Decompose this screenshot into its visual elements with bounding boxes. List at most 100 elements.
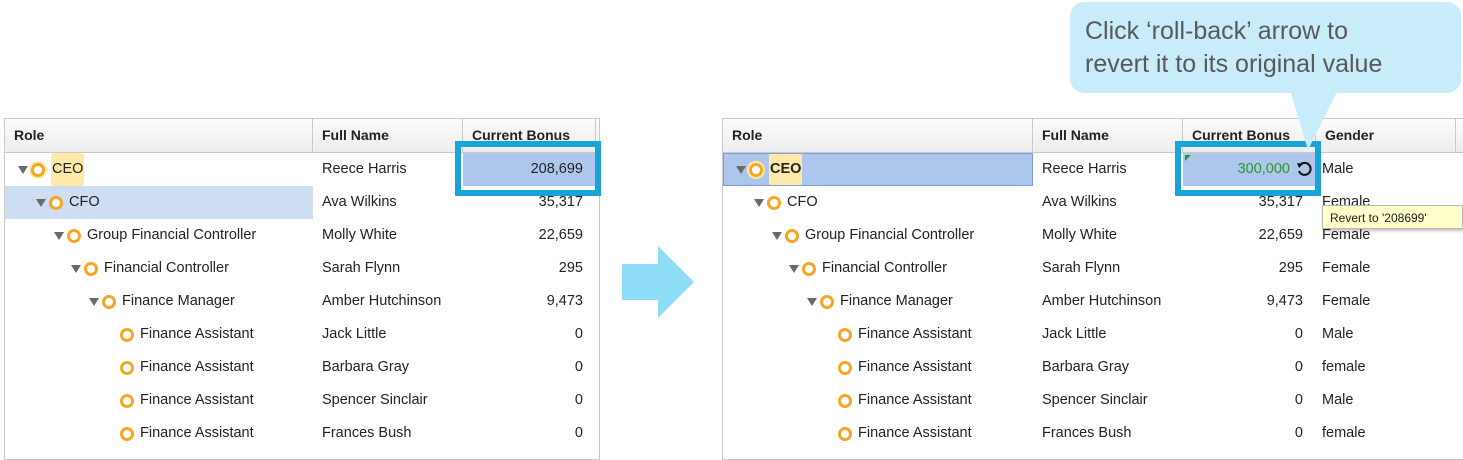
table-row[interactable]: Group Financial Controller Molly White 2…: [5, 219, 599, 252]
current-bonus-cell-edited[interactable]: 300,000: [1183, 153, 1316, 186]
current-bonus-cell[interactable]: 9,473: [1266, 293, 1303, 309]
expand-triangle-icon[interactable]: [807, 297, 817, 306]
table-row[interactable]: CEO Reece Harris 208,699: [5, 153, 599, 186]
table-row[interactable]: Finance Assistant Spencer Sinclair 0 Mal…: [723, 384, 1463, 417]
expand-triangle-icon[interactable]: [736, 165, 746, 174]
column-header-role[interactable]: Role: [5, 119, 313, 152]
gender-cell[interactable]: Female: [1322, 293, 1371, 309]
role-cell[interactable]: CFO: [5, 186, 313, 219]
full-name-cell[interactable]: Ava Wilkins: [322, 194, 397, 210]
full-name-cell[interactable]: Barbara Gray: [322, 359, 410, 375]
current-bonus-cell[interactable]: 0: [574, 326, 583, 342]
expand-triangle-icon[interactable]: [772, 231, 782, 240]
role-label: Finance Assistant: [858, 326, 972, 342]
current-bonus-cell[interactable]: 0: [1294, 392, 1303, 408]
current-bonus-cell[interactable]: 0: [1294, 326, 1303, 342]
role-cell[interactable]: Finance Assistant: [5, 318, 313, 351]
roll-back-arrow-icon[interactable]: [1296, 161, 1312, 177]
role-cell[interactable]: Finance Assistant: [723, 318, 1033, 351]
current-bonus-cell[interactable]: 0: [574, 359, 583, 375]
full-name-cell[interactable]: Reece Harris: [322, 161, 407, 177]
table-row[interactable]: Finance Assistant Jack Little 0: [5, 318, 599, 351]
full-name-cell[interactable]: Amber Hutchinson: [1042, 293, 1162, 309]
current-bonus-cell[interactable]: 295: [1278, 260, 1303, 276]
current-bonus-cell[interactable]: 0: [574, 425, 583, 441]
role-cell[interactable]: Finance Assistant: [5, 417, 313, 450]
full-name-cell[interactable]: Sarah Flynn: [1042, 260, 1121, 276]
full-name-cell[interactable]: Reece Harris: [1042, 161, 1127, 177]
expand-triangle-icon[interactable]: [18, 165, 28, 174]
expand-triangle-icon[interactable]: [71, 264, 81, 273]
role-cell[interactable]: Group Financial Controller: [723, 219, 1033, 252]
expand-triangle-icon[interactable]: [36, 198, 46, 207]
expand-triangle-icon[interactable]: [89, 297, 99, 306]
current-bonus-cell[interactable]: 295: [558, 260, 583, 276]
table-row[interactable]: Finance Assistant Jack Little 0 Male: [723, 318, 1463, 351]
full-name-cell[interactable]: Frances Bush: [1042, 425, 1132, 441]
role-cell[interactable]: CEO: [723, 153, 1033, 186]
column-header-full-name[interactable]: Full Name: [313, 119, 463, 152]
column-header-full-name[interactable]: Full Name: [1033, 119, 1183, 152]
role-cell[interactable]: Finance Manager: [723, 285, 1033, 318]
column-header-gender[interactable]: Gender: [1316, 119, 1456, 152]
role-cell[interactable]: Finance Assistant: [723, 384, 1033, 417]
current-bonus-cell[interactable]: 0: [1294, 359, 1303, 375]
table-row[interactable]: Finance Assistant Barbara Gray 0 female: [723, 351, 1463, 384]
role-cell[interactable]: CFO: [723, 186, 1033, 219]
table-row[interactable]: Financial Controller Sarah Flynn 295 Fem…: [723, 252, 1463, 285]
gender-cell[interactable]: Female: [1322, 227, 1371, 243]
gender-cell[interactable]: Male: [1322, 392, 1354, 408]
full-name-cell[interactable]: Barbara Gray: [1042, 359, 1130, 375]
full-name-cell[interactable]: Frances Bush: [322, 425, 412, 441]
table-row[interactable]: Financial Controller Sarah Flynn 295: [5, 252, 599, 285]
role-cell[interactable]: CEO: [5, 153, 313, 186]
current-bonus-cell[interactable]: 9,473: [546, 293, 583, 309]
current-bonus-cell[interactable]: 22,659: [538, 227, 583, 243]
gender-cell[interactable]: female: [1322, 359, 1366, 375]
role-cell[interactable]: Finance Assistant: [5, 351, 313, 384]
full-name-cell[interactable]: Jack Little: [1042, 326, 1107, 342]
full-name-cell[interactable]: Spencer Sinclair: [1042, 392, 1148, 408]
table-row[interactable]: Group Financial Controller Molly White 2…: [723, 219, 1463, 252]
full-name-cell[interactable]: Molly White: [322, 227, 397, 243]
full-name-cell[interactable]: Jack Little: [322, 326, 387, 342]
table-row[interactable]: Finance Assistant Barbara Gray 0: [5, 351, 599, 384]
role-cell[interactable]: Group Financial Controller: [5, 219, 313, 252]
gender-cell[interactable]: Male: [1322, 161, 1354, 177]
column-header-current-bonus[interactable]: Current Bonus: [463, 119, 596, 152]
full-name-cell[interactable]: Amber Hutchinson: [322, 293, 442, 309]
grid-before: Role Full Name Current Bonus CEO Reece H…: [4, 118, 600, 460]
column-header-role[interactable]: Role: [723, 119, 1033, 152]
expand-triangle-icon[interactable]: [754, 198, 764, 207]
current-bonus-cell[interactable]: 35,317: [1258, 194, 1303, 210]
table-row[interactable]: Finance Manager Amber Hutchinson 9,473: [5, 285, 599, 318]
current-bonus-cell[interactable]: 208,699: [463, 153, 596, 186]
full-name-cell[interactable]: Sarah Flynn: [322, 260, 401, 276]
current-bonus-cell[interactable]: 35,317: [538, 194, 583, 210]
column-header-current-bonus[interactable]: Current Bonus: [1183, 119, 1316, 152]
gender-cell[interactable]: Male: [1322, 326, 1354, 342]
role-label: Finance Manager: [840, 293, 953, 309]
gender-cell[interactable]: Female: [1322, 260, 1371, 276]
full-name-cell[interactable]: Spencer Sinclair: [322, 392, 428, 408]
table-row[interactable]: Finance Manager Amber Hutchinson 9,473 F…: [723, 285, 1463, 318]
full-name-cell[interactable]: Molly White: [1042, 227, 1117, 243]
role-cell[interactable]: Finance Assistant: [723, 417, 1033, 450]
role-cell[interactable]: Finance Assistant: [723, 351, 1033, 384]
table-row[interactable]: Finance Assistant Frances Bush 0 female: [723, 417, 1463, 450]
expand-triangle-icon[interactable]: [54, 231, 64, 240]
current-bonus-cell[interactable]: 0: [574, 392, 583, 408]
table-row[interactable]: Finance Assistant Frances Bush 0: [5, 417, 599, 450]
current-bonus-cell[interactable]: 22,659: [1258, 227, 1303, 243]
expand-triangle-icon[interactable]: [789, 264, 799, 273]
table-row[interactable]: CEO Reece Harris 300,000 Male: [723, 153, 1463, 186]
table-row[interactable]: Finance Assistant Spencer Sinclair 0: [5, 384, 599, 417]
full-name-cell[interactable]: Ava Wilkins: [1042, 194, 1117, 210]
current-bonus-cell[interactable]: 0: [1294, 425, 1303, 441]
role-cell[interactable]: Finance Manager: [5, 285, 313, 318]
role-cell[interactable]: Finance Assistant: [5, 384, 313, 417]
role-cell[interactable]: Financial Controller: [5, 252, 313, 285]
role-cell[interactable]: Financial Controller: [723, 252, 1033, 285]
gender-cell[interactable]: female: [1322, 425, 1366, 441]
table-row[interactable]: CFO Ava Wilkins 35,317: [5, 186, 599, 219]
